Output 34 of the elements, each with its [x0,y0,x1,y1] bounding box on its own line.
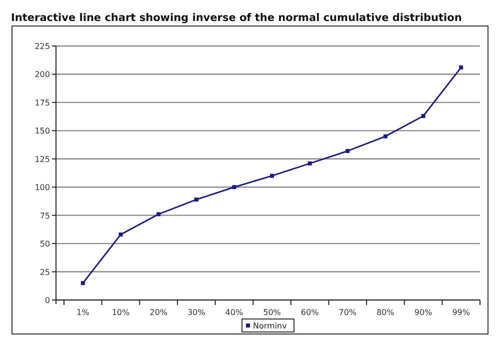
point [346,148,350,153]
x-tick-label: 90% [414,308,433,317]
point [80,281,85,286]
x-tick-label: 99% [452,308,470,317]
legend-label: Norminv [253,322,288,330]
y-tick-label: 25 [40,268,50,277]
y-tick-label: 200 [34,70,50,80]
y-tick-label: 175 [34,98,50,108]
y-tick-label: 125 [34,154,50,164]
point [421,114,426,118]
y-tick-label: 225 [34,42,50,51]
point [383,134,388,138]
x-tick-label: 40% [225,308,244,317]
x-tick-label: 10% [112,308,130,317]
x-tick-label: 50% [263,308,282,317]
y-tick-label: 100 [34,183,50,192]
point [459,65,464,70]
point [308,161,312,166]
point [118,232,123,237]
chart-title: Interactive line chart showing inverse of the normal cumulative distribution [11,12,462,24]
point [194,198,198,202]
point [156,212,161,216]
x-tick-label: 70% [338,308,357,317]
x-tick-label: 80% [376,308,395,317]
x-tick-label: 1% [76,308,90,317]
x-tick-label: 20% [150,308,168,317]
y-tick-label: 75 [40,211,50,220]
x-tick-label: 60% [300,308,320,317]
y-tick-label: 150 [34,126,50,136]
x-tick-label: 30% [187,308,206,317]
y-tick-label: 0 [44,296,50,305]
point [232,185,236,190]
point [270,174,274,178]
y-tick-label: 50 [40,240,50,249]
